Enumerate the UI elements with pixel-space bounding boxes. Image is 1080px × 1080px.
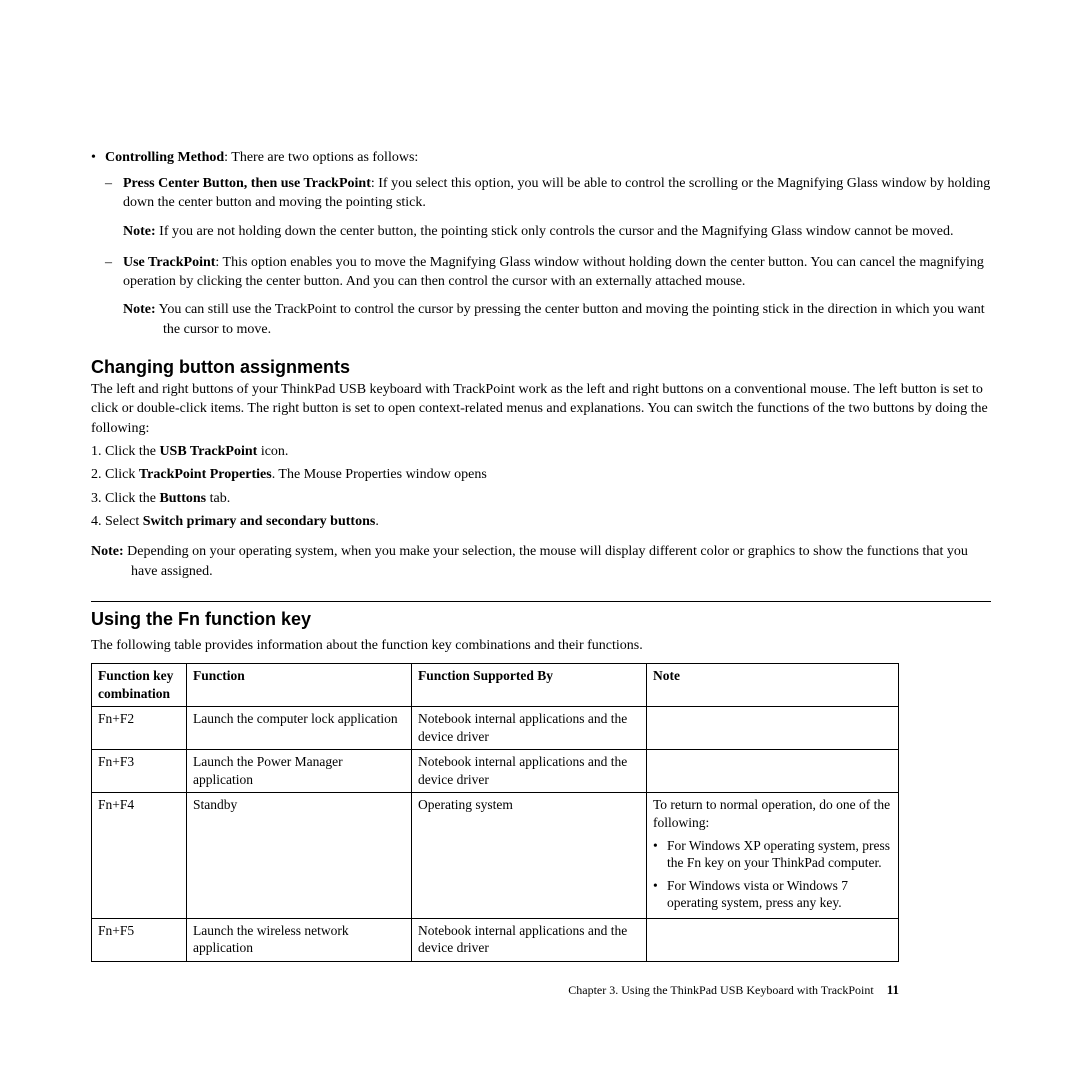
cell-supported: Notebook internal applications and the d… <box>412 707 647 750</box>
cell-function: Launch the wireless network application <box>187 918 412 961</box>
step-1: 1. Click the USB TrackPoint icon. <box>91 442 991 462</box>
heading-changing-buttons: Changing button assignments <box>91 357 991 378</box>
cell-supported: Notebook internal applications and the d… <box>412 918 647 961</box>
table-row: Fn+F3 Launch the Power Manager applicati… <box>92 750 899 793</box>
cell-key: Fn+F5 <box>92 918 187 961</box>
step-2-a: 2. Click <box>91 467 139 482</box>
fn-table: Function key combination Function Functi… <box>91 663 899 962</box>
cell-key: Fn+F4 <box>92 793 187 918</box>
note-assign-rest: Depending on your operating system, when… <box>124 544 968 578</box>
note-2-label: Note: <box>123 302 156 317</box>
table-row: Fn+F5 Launch the wireless network applic… <box>92 918 899 961</box>
note-bullet-1: For Windows XP operating system, press t… <box>653 837 892 872</box>
controlling-method-bullet: Controlling Method: There are two option… <box>91 149 991 168</box>
cell-function: Launch the computer lock application <box>187 707 412 750</box>
table-row: Fn+F4 Standby Operating system To return… <box>92 793 899 918</box>
press-center-item: Press Center Button, then use TrackPoint… <box>105 174 991 213</box>
step-1-a: 1. Click the <box>91 444 159 459</box>
note-2: Note: You can still use the TrackPoint t… <box>123 300 991 339</box>
cell-supported: Operating system <box>412 793 647 918</box>
step-1-c: icon. <box>257 444 288 459</box>
step-1-b: USB TrackPoint <box>159 444 257 459</box>
cell-key: Fn+F3 <box>92 750 187 793</box>
cell-note: To return to normal operation, do one of… <box>647 793 899 918</box>
fn-intro: The following table provides information… <box>91 636 991 655</box>
use-trackpoint-item: Use TrackPoint: This option enables you … <box>105 253 991 292</box>
step-4-b: Switch primary and secondary buttons <box>143 514 376 529</box>
cell-function: Standby <box>187 793 412 918</box>
controlling-method-label: Controlling Method <box>105 150 224 165</box>
note-1: Note: If you are not holding down the ce… <box>123 222 991 241</box>
cell-supported: Notebook internal applications and the d… <box>412 750 647 793</box>
step-4-c: . <box>375 514 379 529</box>
step-2-b: TrackPoint Properties <box>139 467 272 482</box>
controlling-method-rest: : There are two options as follows: <box>224 150 418 165</box>
use-trackpoint-rest: : This option enables you to move the Ma… <box>123 255 984 289</box>
step-3-b: Buttons <box>159 491 206 506</box>
cell-note <box>647 918 899 961</box>
table-header-row: Function key combination Function Functi… <box>92 664 899 707</box>
note-1-rest: If you are not holding down the center b… <box>156 224 954 239</box>
cell-note <box>647 750 899 793</box>
cell-note <box>647 707 899 750</box>
footer-text: Chapter 3. Using the ThinkPad USB Keyboa… <box>568 983 873 997</box>
note-2-rest: You can still use the TrackPoint to cont… <box>156 302 985 336</box>
use-trackpoint-label: Use TrackPoint <box>123 255 215 270</box>
page-footer: Chapter 3. Using the ThinkPad USB Keyboa… <box>568 982 899 998</box>
note-bullet-2: For Windows vista or Windows 7 operating… <box>653 877 892 912</box>
note-assign-label: Note: <box>91 544 124 559</box>
page-content: Controlling Method: There are two option… <box>91 149 991 962</box>
th-function: Function <box>187 664 412 707</box>
th-note: Note <box>647 664 899 707</box>
cell-key: Fn+F2 <box>92 707 187 750</box>
changing-intro: The left and right buttons of your Think… <box>91 380 991 438</box>
step-3-a: 3. Click the <box>91 491 159 506</box>
step-4-a: 4. Select <box>91 514 143 529</box>
step-2: 2. Click TrackPoint Properties. The Mous… <box>91 465 991 485</box>
step-4: 4. Select Switch primary and secondary b… <box>91 512 991 532</box>
step-3-c: tab. <box>206 491 230 506</box>
step-2-c: . The Mouse Properties window opens <box>272 467 487 482</box>
step-3: 3. Click the Buttons tab. <box>91 489 991 509</box>
table-row: Fn+F2 Launch the computer lock applicati… <box>92 707 899 750</box>
cell-function: Launch the Power Manager application <box>187 750 412 793</box>
heading-fn-key: Using the Fn function key <box>91 609 991 630</box>
section-divider <box>91 601 991 602</box>
th-supported: Function Supported By <box>412 664 647 707</box>
note-assign: Note: Depending on your operating system… <box>91 542 991 581</box>
th-combination: Function key combination <box>92 664 187 707</box>
note-intro: To return to normal operation, do one of… <box>653 796 892 831</box>
press-center-label: Press Center Button, then use TrackPoint <box>123 176 371 191</box>
note-1-label: Note: <box>123 224 156 239</box>
page-number: 11 <box>887 982 899 997</box>
